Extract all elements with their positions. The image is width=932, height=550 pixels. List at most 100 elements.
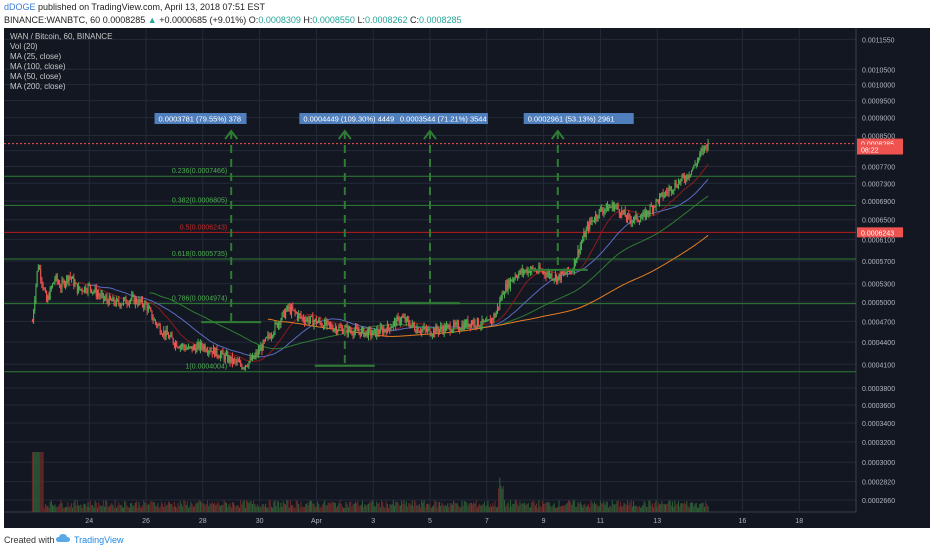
volume-bar (73, 502, 75, 512)
candle-body (221, 351, 223, 355)
volume-bar (216, 503, 218, 512)
candle-body (179, 345, 181, 349)
publish-header: dDOGE published on TradingView.com, Apri… (0, 0, 932, 30)
volume-bar (266, 507, 268, 512)
candle-body (137, 303, 139, 305)
volume-bar (623, 502, 625, 512)
candle-body (472, 321, 474, 324)
candle-body (551, 274, 553, 280)
candle-body (410, 324, 412, 328)
candle-body (609, 207, 611, 209)
candle-body (687, 174, 689, 178)
candle-body (171, 334, 173, 339)
volume-bar (358, 506, 360, 512)
candle-body (59, 283, 61, 288)
measure-label-box (395, 113, 488, 125)
volume-bar (53, 506, 55, 512)
volume-bar (676, 503, 678, 512)
volume-bar (325, 505, 327, 512)
candle-body (57, 281, 59, 284)
candle-body (469, 323, 471, 327)
volume-bar (127, 506, 129, 512)
candle-body (47, 295, 49, 302)
volume-bar (453, 500, 455, 512)
volume-bar (427, 503, 429, 512)
volume-bar (618, 506, 620, 512)
volume-bar (573, 500, 575, 512)
candle-body (629, 216, 631, 220)
volume-bar (420, 507, 422, 512)
author-link[interactable]: dDOGE (4, 2, 36, 12)
volume-bar (102, 500, 104, 512)
candle-body (590, 220, 592, 222)
candle-body (603, 210, 605, 213)
candle-body (663, 195, 665, 198)
volume-bar (396, 501, 398, 512)
volume-bar (286, 500, 288, 512)
candle-body (81, 288, 83, 292)
volume-bar (440, 505, 442, 512)
candle-body (643, 211, 645, 214)
candle-body (282, 310, 284, 314)
candle-body (37, 267, 39, 272)
tradingview-link[interactable]: TradingView (74, 535, 124, 545)
volume-bar (154, 505, 156, 512)
candle-body (401, 316, 403, 322)
volume-bar (363, 506, 365, 512)
legend-ma50: MA (50, close) (10, 72, 62, 81)
volume-bar (597, 506, 599, 512)
volume-bar (528, 507, 530, 512)
candle-body (102, 293, 104, 300)
candle-body (65, 282, 67, 287)
y-tick-label: 0.0004400 (862, 340, 895, 347)
candle-body (394, 320, 395, 323)
candle-body (244, 365, 246, 368)
candle-body (558, 274, 560, 278)
volume-bar (104, 506, 106, 512)
candle-body (586, 224, 588, 230)
volume-bar (334, 503, 336, 512)
volume-bar (459, 507, 461, 512)
candle-body (34, 300, 36, 311)
volume-bar (706, 504, 708, 512)
volume-bar (375, 506, 377, 512)
candle-body (653, 206, 655, 212)
volume-bar (338, 503, 340, 512)
volume-bar (285, 504, 287, 512)
fib-level-label: 0.618(0.0005735) (172, 251, 227, 258)
volume-bar (549, 502, 551, 512)
candle-body (75, 283, 77, 285)
volume-bar (667, 502, 669, 512)
volume-bar (403, 500, 405, 512)
volume-bar (670, 505, 672, 512)
candle-body (49, 288, 51, 300)
volume-bar (309, 500, 311, 512)
candle-body (363, 327, 365, 337)
candle-body (475, 325, 477, 327)
volume-bar (323, 502, 324, 512)
measure-label-box (154, 113, 247, 125)
candle-body (114, 303, 116, 306)
volume-bar (149, 505, 151, 512)
volume-bar (203, 503, 205, 512)
x-tick-label: 26 (142, 518, 150, 525)
candle-body (563, 272, 565, 274)
volume-bar (488, 506, 490, 512)
candle-body (692, 168, 694, 171)
volume-bar (141, 505, 143, 512)
candle-body (414, 325, 416, 331)
volume-bar (689, 502, 691, 512)
candle-body (62, 280, 64, 282)
volume-bar (313, 503, 315, 512)
chart-panel[interactable]: 0.0011550 0.0010500 0.0010000 0.0009500 0.00… (4, 28, 930, 528)
candle-body (111, 299, 113, 302)
candle-body (31, 321, 33, 323)
candle-body (502, 292, 504, 295)
price-chart[interactable]: 0.0011550 0.0010500 0.0010000 0.0009500 0.00… (4, 28, 930, 528)
change-text: +0.0000685 (+9.01%) (159, 15, 247, 25)
candle-body (209, 351, 211, 353)
candle-body (582, 239, 584, 243)
candle-body (82, 291, 84, 293)
candle-body (339, 326, 341, 328)
candle-body (699, 152, 701, 158)
